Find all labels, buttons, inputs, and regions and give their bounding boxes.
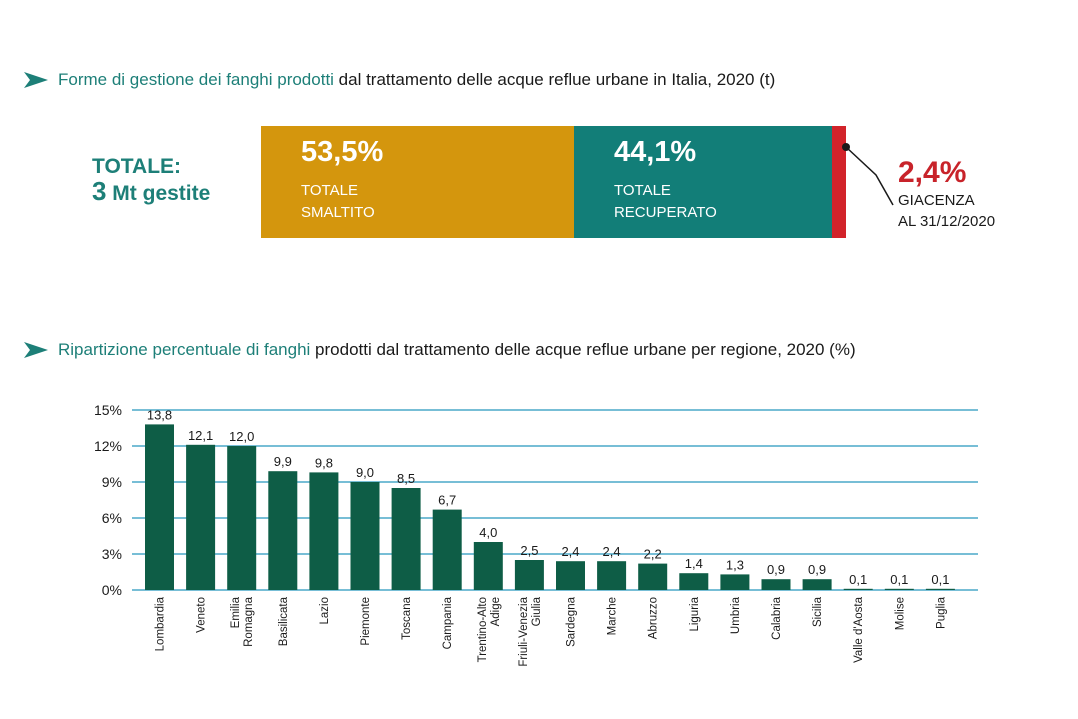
segment-label-line: TOTALE [301, 182, 358, 199]
bar [843, 588, 873, 590]
section-title-management: Forme di gestione dei fanghi prodotti da… [22, 70, 775, 90]
x-tick-label: Umbria [730, 596, 742, 634]
y-tick-label: 9% [102, 474, 122, 490]
x-tick-label: Puglia [935, 596, 947, 629]
bar [679, 573, 709, 590]
bar-value-label: 6,7 [438, 493, 456, 508]
x-tick-label: Molise [894, 597, 906, 630]
x-tick-label: Calabria [771, 596, 783, 639]
segment-pct: 53,5% [301, 136, 384, 168]
title-highlight: Forme di gestione dei fanghi prodotti [58, 70, 334, 89]
bar [597, 561, 627, 590]
bar-value-label: 9,8 [315, 455, 333, 470]
x-tick-label: Marche [607, 597, 619, 635]
bar [350, 482, 380, 590]
x-tick-label: Emilia [230, 596, 242, 628]
giacenza-pct: 2,4% [898, 156, 967, 189]
bar [391, 488, 421, 590]
y-tick-label: 6% [102, 510, 122, 526]
x-tick-label: Friuli-Venezia [518, 596, 530, 666]
bar-value-label: 2,4 [561, 544, 579, 559]
stacked-share-bar: 53,5% TOTALE SMALTITO 44,1% TOTALE RECUP… [261, 126, 846, 238]
arrow-icon [24, 72, 48, 88]
segment-label: TOTALE SMALTITO [301, 180, 375, 224]
total-unit: Mt gestite [106, 182, 211, 206]
bar-value-label: 2,4 [603, 544, 621, 559]
x-tick-label: Giulia [531, 596, 543, 626]
y-tick-label: 12% [94, 438, 122, 454]
y-tick-label: 15% [94, 402, 122, 418]
bar [514, 560, 544, 590]
bar-value-label: 0,1 [890, 572, 908, 587]
bar [432, 509, 462, 590]
segment-smaltito: 53,5% TOTALE SMALTITO [261, 126, 574, 238]
segment-label-line: SMALTITO [301, 203, 375, 221]
title-rest: dal trattamento delle acque reflue urban… [333, 70, 776, 89]
section-title-regions: Ripartizione percentuale di fanghi prodo… [22, 340, 856, 360]
bar-value-label: 1,3 [726, 557, 744, 572]
total-number: 3 [92, 176, 107, 207]
bar [145, 424, 174, 590]
segment-pct: 44,1% [613, 136, 697, 168]
bar [884, 588, 914, 590]
bar-value-label: 9,9 [274, 454, 292, 469]
title-highlight: Ripartizione percentuale di fanghi [58, 340, 311, 359]
x-tick-label: Sardegna [566, 596, 578, 646]
x-tick-label: Veneto [196, 597, 208, 633]
bar-value-label: 12,1 [188, 428, 213, 443]
bar-value-label: 2,5 [520, 543, 538, 558]
giacenza-label-line: GIACENZA [898, 192, 975, 209]
x-tick-label: Valle d'Aosta [853, 596, 865, 663]
bar [309, 472, 339, 590]
giacenza-label: GIACENZA AL 31/12/2020 [898, 190, 995, 232]
x-tick-label: Toscana [401, 596, 413, 639]
bar-value-label: 0,1 [931, 572, 949, 587]
bar [268, 471, 298, 590]
bar-value-label: 1,4 [685, 556, 703, 571]
title-rest: prodotti dal trattamento delle acque ref… [310, 340, 856, 359]
x-tick-label: Piemonte [360, 597, 372, 646]
bar [186, 444, 216, 590]
x-tick-label: Lombardia [155, 596, 167, 651]
bar [802, 579, 832, 590]
segment-label: TOTALE RECUPERATO [614, 180, 717, 224]
x-tick-label: Basilicata [278, 596, 290, 646]
x-tick-label: Sicilia [812, 596, 824, 627]
x-tick-label: Abruzzo [648, 597, 660, 639]
x-tick-label: Lazio [319, 597, 331, 625]
bar-value-label: 12,0 [229, 429, 254, 444]
segment-recuperato: 44,1% TOTALE RECUPERATO [573, 126, 832, 238]
segment-label-line: TOTALE [613, 182, 671, 199]
bar-value-label: 0,9 [808, 562, 826, 577]
bar [925, 588, 955, 590]
total-managed-label: TOTALE: 3 Mt gestite [92, 155, 211, 207]
x-tick-label: Adige [490, 597, 502, 626]
y-tick-label: 0% [102, 582, 122, 598]
bar [227, 446, 257, 590]
bar-value-label: 0,9 [767, 562, 785, 577]
bar [638, 563, 668, 590]
segment-label-line: RECUPERATO [613, 203, 717, 221]
y-tick-label: 3% [102, 546, 122, 562]
bar [473, 542, 503, 590]
giacenza-label-line: AL 31/12/2020 [898, 213, 996, 230]
x-tick-label: Trentino-Alto [477, 597, 489, 662]
total-heading: TOTALE: [92, 155, 182, 178]
bar-value-label: 9,0 [356, 465, 374, 480]
bar-value-label: 8,5 [397, 471, 415, 486]
bar-value-label: 13,8 [147, 407, 172, 422]
bar [761, 579, 791, 590]
bar [556, 561, 585, 590]
segment-giacenza [831, 126, 846, 238]
x-tick-label: Liguria [689, 596, 701, 631]
bar [720, 574, 750, 590]
bar-value-label: 0,1 [849, 572, 867, 587]
x-tick-label: Campania [442, 596, 454, 649]
arrow-icon [24, 342, 48, 358]
bar-value-label: 4,0 [479, 525, 497, 540]
bar-value-label: 2,2 [644, 547, 662, 562]
x-tick-label: Romagna [243, 596, 255, 646]
